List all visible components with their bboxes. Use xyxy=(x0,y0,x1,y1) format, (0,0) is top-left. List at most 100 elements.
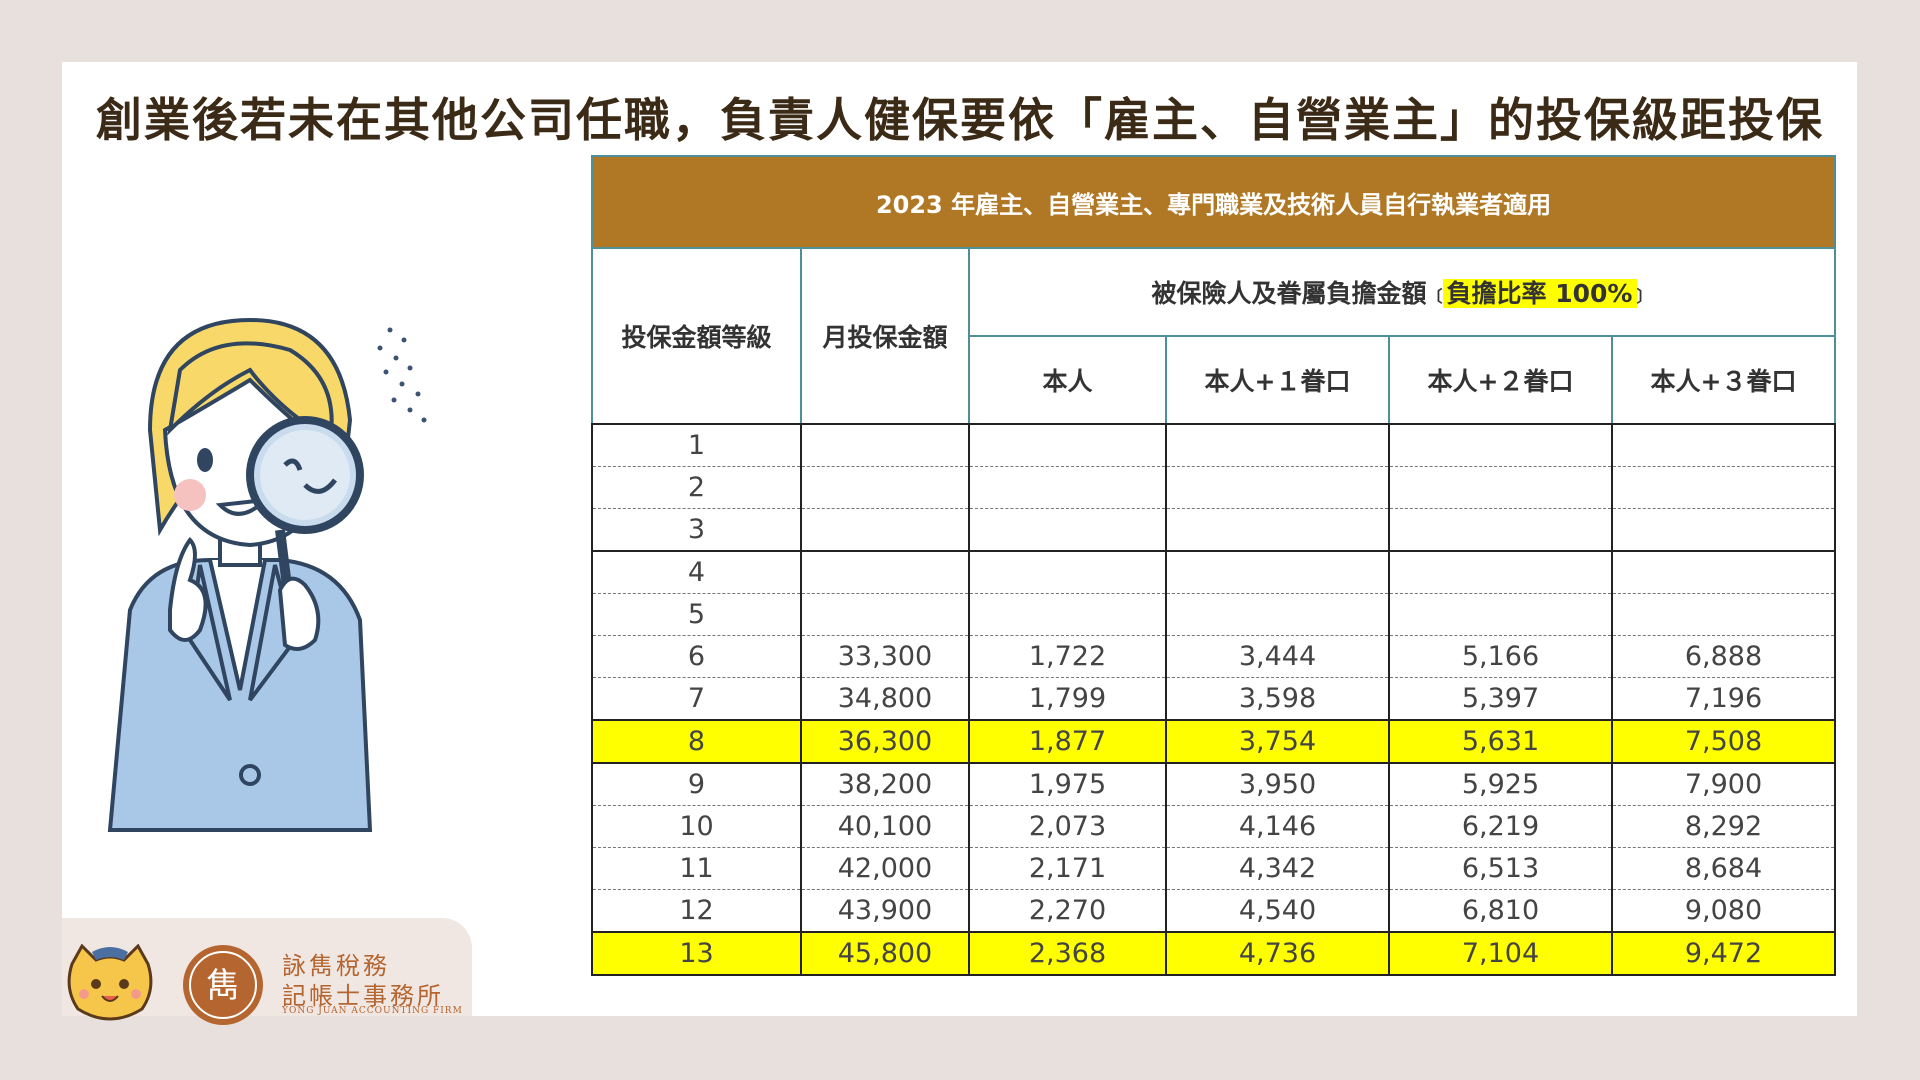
table-row: 7 34,800 1,799 3,598 5,397 7,196 xyxy=(591,677,1837,721)
cell-plus1: 4,342 xyxy=(1165,847,1390,890)
cell-self: 2,270 xyxy=(968,889,1167,933)
cell-plus2 xyxy=(1388,550,1613,594)
cell-plus3: 9,080 xyxy=(1610,889,1837,933)
cell-grade: 5 xyxy=(591,593,802,636)
cell-self xyxy=(968,508,1167,552)
cell-salary: 34,800 xyxy=(800,677,970,721)
table-row: 9 38,200 1,975 3,950 5,925 7,900 xyxy=(591,762,1837,806)
table-row: 5 xyxy=(591,593,1837,636)
cell-plus1: 4,146 xyxy=(1165,805,1390,848)
cell-salary: 43,900 xyxy=(800,889,970,933)
bracket-open: 〔 xyxy=(1426,287,1443,306)
table-row-highlighted: 13 45,800 2,368 4,736 7,104 9,472 xyxy=(591,931,1837,976)
cell-plus3 xyxy=(1610,550,1837,594)
cell-salary: 45,800 xyxy=(800,931,970,976)
header-burden-group: 被保險人及眷屬負擔金額〔 負擔比率 100% 〕 xyxy=(967,247,1837,337)
cell-grade: 6 xyxy=(591,635,802,678)
table-row-highlighted: 8 36,300 1,877 3,754 5,631 7,508 xyxy=(591,719,1837,764)
firm-name-line1: 詠雋稅務 xyxy=(282,952,390,980)
cell-self: 1,877 xyxy=(968,719,1167,764)
seal-glyph: 雋 xyxy=(206,966,240,1006)
cell-salary: 33,300 xyxy=(800,635,970,678)
cell-self xyxy=(968,593,1167,636)
cell-grade: 13 xyxy=(591,931,802,976)
cell-self: 1,799 xyxy=(968,677,1167,721)
cell-plus2: 6,810 xyxy=(1388,889,1613,933)
bracket-close: 〕 xyxy=(1636,287,1653,306)
table-row: 3 xyxy=(591,508,1837,552)
table-caption: 2023 年雇主、自營業主、專門職業及技術人員自行執業者適用 xyxy=(590,155,1837,249)
firm-name-line2: 記帳士事務所 xyxy=(282,982,444,1010)
cell-plus1: 3,950 xyxy=(1165,762,1390,806)
cell-plus2: 5,397 xyxy=(1388,677,1613,721)
cell-plus1 xyxy=(1165,423,1390,467)
cell-plus3: 7,900 xyxy=(1610,762,1837,806)
cell-salary: 38,200 xyxy=(800,762,970,806)
cell-plus3 xyxy=(1610,593,1837,636)
cell-salary: 40,100 xyxy=(800,805,970,848)
cell-plus1: 4,736 xyxy=(1165,931,1390,976)
cell-plus2 xyxy=(1388,466,1613,509)
cell-salary xyxy=(800,423,970,467)
cell-plus1: 4,540 xyxy=(1165,889,1390,933)
cell-plus2 xyxy=(1388,593,1613,636)
header-self-plus-3: 本人+３眷口 xyxy=(1610,335,1837,425)
cell-plus3 xyxy=(1610,423,1837,467)
cell-plus3: 8,292 xyxy=(1610,805,1837,848)
header-self-plus-1: 本人+１眷口 xyxy=(1165,335,1390,425)
cell-self: 2,368 xyxy=(968,931,1167,976)
firm-seal-logo: 雋 xyxy=(183,945,263,1025)
cell-self: 1,722 xyxy=(968,635,1167,678)
cell-plus1 xyxy=(1165,550,1390,594)
cell-plus2: 6,513 xyxy=(1388,847,1613,890)
cell-salary xyxy=(800,466,970,509)
header-self: 本人 xyxy=(968,335,1167,425)
cell-salary xyxy=(800,550,970,594)
burden-ratio-highlight: 負擔比率 100% xyxy=(1442,279,1637,308)
cell-plus2: 5,631 xyxy=(1388,719,1613,764)
table-row: 12 43,900 2,270 4,540 6,810 9,080 xyxy=(591,889,1837,933)
cell-plus1 xyxy=(1165,466,1390,509)
cell-plus1 xyxy=(1165,508,1390,552)
cell-plus2: 5,925 xyxy=(1388,762,1613,806)
cell-plus3: 9,472 xyxy=(1610,931,1837,976)
header-grade: 投保金額等級 xyxy=(591,247,802,425)
cell-plus3 xyxy=(1610,466,1837,509)
cell-grade: 9 xyxy=(591,762,802,806)
woman-magnifier-illustration xyxy=(107,317,427,832)
table-row: 10 40,100 2,073 4,146 6,219 8,292 xyxy=(591,805,1837,848)
premium-table: 2023 年雇主、自營業主、專門職業及技術人員自行執業者適用 投保金額等級 月投… xyxy=(590,155,1837,976)
cell-grade: 3 xyxy=(591,508,802,552)
cat-mascot-icon xyxy=(67,944,153,1021)
cell-self: 2,073 xyxy=(968,805,1167,848)
cell-self xyxy=(968,466,1167,509)
cell-grade: 11 xyxy=(591,847,802,890)
cell-self: 1,975 xyxy=(968,762,1167,806)
cell-self: 2,171 xyxy=(968,847,1167,890)
cell-grade: 12 xyxy=(591,889,802,933)
cell-plus2: 5,166 xyxy=(1388,635,1613,678)
header-monthly-salary: 月投保金額 xyxy=(800,247,970,425)
cell-grade: 8 xyxy=(591,719,802,764)
cell-grade: 10 xyxy=(591,805,802,848)
cell-plus2 xyxy=(1388,508,1613,552)
table-row: 1 xyxy=(591,423,1837,467)
header-self-plus-2: 本人+２眷口 xyxy=(1388,335,1613,425)
table-row: 11 42,000 2,171 4,342 6,513 8,684 xyxy=(591,847,1837,890)
cell-grade: 2 xyxy=(591,466,802,509)
table-row: 6 33,300 1,722 3,444 5,166 6,888 xyxy=(591,635,1837,678)
cell-self xyxy=(968,550,1167,594)
cell-plus3: 7,508 xyxy=(1610,719,1837,764)
header-burden-label: 被保險人及眷屬負擔金額 xyxy=(1151,279,1427,308)
cell-plus1: 3,598 xyxy=(1165,677,1390,721)
cell-plus2: 6,219 xyxy=(1388,805,1613,848)
cell-salary: 36,300 xyxy=(800,719,970,764)
cell-salary xyxy=(800,593,970,636)
cell-grade: 1 xyxy=(591,423,802,467)
cell-plus3: 7,196 xyxy=(1610,677,1837,721)
cell-salary: 42,000 xyxy=(800,847,970,890)
cell-plus1: 3,444 xyxy=(1165,635,1390,678)
cell-plus3 xyxy=(1610,508,1837,552)
cell-grade: 4 xyxy=(591,550,802,594)
cell-plus2 xyxy=(1388,423,1613,467)
